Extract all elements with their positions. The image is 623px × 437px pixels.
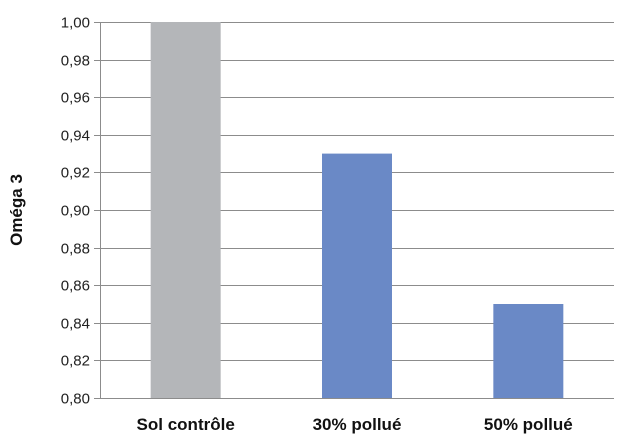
bar xyxy=(150,22,221,398)
y-tick-label: 0,94 xyxy=(61,128,90,145)
bar xyxy=(322,153,392,398)
y-tick-label: 0,84 xyxy=(61,316,90,333)
x-category-label: Sol contrôle xyxy=(137,415,235,434)
y-tick-label: 0,92 xyxy=(61,165,90,182)
y-axis-label: Oméga 3 xyxy=(7,174,26,246)
bars xyxy=(150,22,564,398)
y-tick-label: 0,82 xyxy=(61,353,90,370)
bar xyxy=(493,304,564,398)
y-tick-label: 0,80 xyxy=(61,391,90,408)
y-tick-label: 0,98 xyxy=(61,53,90,70)
x-category-label: 50% pollué xyxy=(484,415,573,434)
y-tick-label: 0,90 xyxy=(61,203,90,220)
y-tick-label: 0,86 xyxy=(61,278,90,295)
y-tick-label: 0,96 xyxy=(61,90,90,107)
y-tick-labels: 0,80 0,82 0,84 0,86 0,88 0,90 0,92 0,94 0,96 0,98… xyxy=(61,15,90,408)
x-category-label: 30% pollué xyxy=(313,415,402,434)
y-tick-label: 1,00 xyxy=(61,15,90,32)
y-tick-label: 0,88 xyxy=(61,241,90,258)
x-category-labels: Sol contrôle 30% pollué 50% pollué xyxy=(137,415,573,434)
